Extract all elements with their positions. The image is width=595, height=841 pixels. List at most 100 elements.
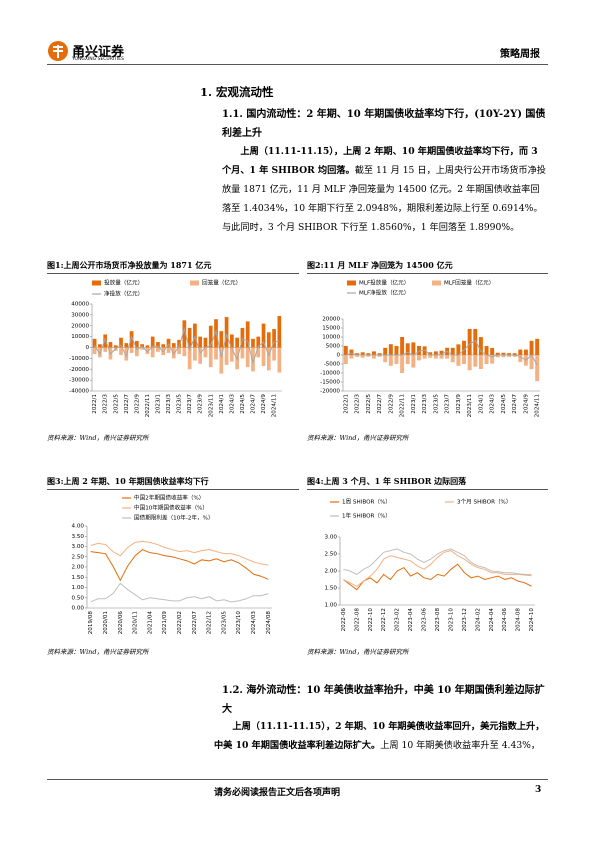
legend-label: 1年 SHIBOR（%） [342,512,391,520]
x-tick-label: 2022/07 [192,611,198,635]
figure-title: 图3:上周 2 年期、10 年期国债收益率均下行 [47,476,299,490]
figure: 图4:上周 3 个月、1 年 SHIBOR 边际回落 1.00 1.50 2.00 2.… [307,476,548,656]
logo-icon [48,41,68,61]
x-tick-label: 2022/1 [343,394,349,414]
bar [219,331,224,348]
y-tick-label: -30000 [69,378,89,384]
bar [256,336,261,348]
bar [277,347,282,373]
x-tick-label: 2022-10 [368,608,374,632]
bar [198,347,203,364]
x-tick-label: 2024/9 [261,394,267,414]
x-tick-label: 2024/1 [219,394,225,414]
legend-swatch [190,280,199,286]
line [343,548,532,575]
bar [422,346,427,355]
chart: 1.00 1.50 2.00 2.50 3.00 2022-06 2022-08 2022-1… [325,499,536,632]
bar [277,315,282,348]
bar [135,347,139,357]
figure: 图1:上周公开市场货币净投放量为 1871 亿元 -40000 -30000 -200… [47,260,299,442]
x-tick-label: 2023/7 [445,394,451,414]
chart: -20000 -15000 -10000 -5000 0 5000 10000 15000 20… [320,279,541,418]
bar [166,338,171,348]
bar [478,337,483,355]
bar [518,355,523,362]
bar [245,347,250,368]
bar [240,327,245,348]
bar [433,355,438,359]
x-tick-label: 2023/3 [422,394,428,414]
line [343,563,532,591]
x-tick-label: 2024-08 [516,608,522,632]
y-tick-label: -10000 [69,356,89,362]
x-tick-label: 2020/01 [103,611,109,635]
bar [177,347,181,355]
x-tick-label: 2022/5 [366,394,372,414]
bar [478,355,483,370]
bar [535,338,540,355]
x-tick-label: 2022/7 [377,394,383,414]
bar [171,347,176,359]
legend-label: 投放量（亿元） [104,279,143,287]
bar [400,355,405,373]
x-tick-label: 2024/11 [272,394,278,418]
bar [355,355,360,357]
x-tick-label: 2019/08 [88,611,94,635]
y-tick-label: -20000 [320,389,340,395]
x-tick-label: 2022/02 [177,611,183,634]
bar [182,347,187,357]
bar [490,348,495,355]
bar [355,353,360,355]
y-tick-label: 15000 [322,326,340,332]
bar [145,345,150,348]
y-tick-label: 2.50 [325,552,338,558]
y-tick-label: 5000 [326,344,341,350]
figure-source: 资料来源：Wind，甬兴证券研究所 [47,434,149,442]
x-tick-label: 2023/11 [208,394,214,418]
bar [145,347,150,355]
bar [193,347,197,361]
y-tick-label: 30000 [71,312,89,318]
figure-title: 图2:11 月 MLF 净回笼为 14500 亿元 [307,260,548,274]
bar [135,340,139,348]
legend-label: 国债期限利差（10年-2年，%） [134,514,214,522]
bar [450,355,455,363]
bar [495,352,500,355]
bar [529,355,534,370]
x-tick-label: 2022/1 [92,394,98,414]
bar [371,351,376,355]
bar [518,349,523,355]
sub-heading: 1.2. 海外流动性：10 年美债收益率抬升，中美 10 年期国债利差边际扩大 [222,685,545,715]
legend-swatch [347,280,356,286]
x-tick-label: 2023-02 [395,608,401,631]
bar [208,325,213,348]
x-tick-label: 2024/5 [501,394,507,414]
bar [501,352,506,355]
bar [124,343,129,348]
bar [439,355,444,359]
x-tick-label: 2023-04 [408,608,414,632]
x-tick-label: 2021/04 [147,611,153,635]
bar [98,347,102,358]
legend-label: 中国10年期国债收益率（%） [134,504,208,512]
bar [103,347,108,352]
y-tick-label: -15000 [320,380,340,386]
heading: 1. 宏观流动性 [200,85,274,99]
bar [129,331,134,348]
bar [501,355,506,358]
y-tick-label: 2.50 [72,554,85,560]
y-tick-label: -20000 [69,367,89,373]
x-tick-label: 2023-08 [435,608,441,632]
footer-notice: 请务必阅读报告正文后各项声明 [214,788,341,798]
figure: 图3:上周 2 年期、10 年期国债收益率均下行 0.00 0.50 1.00 1.50… [47,476,299,656]
bar [272,347,276,361]
legend-swatch [92,280,101,286]
x-tick-label: 2024/08 [266,611,272,635]
x-tick-label: 2023/10 [236,611,242,635]
x-tick-label: 2022/12 [207,611,213,634]
bar [103,334,108,348]
bar [467,355,472,371]
x-tick-label: 2024/9 [523,394,529,414]
legend-label: MLF投放量（亿元） [359,279,409,287]
x-tick-label: 2023-06 [422,608,428,632]
